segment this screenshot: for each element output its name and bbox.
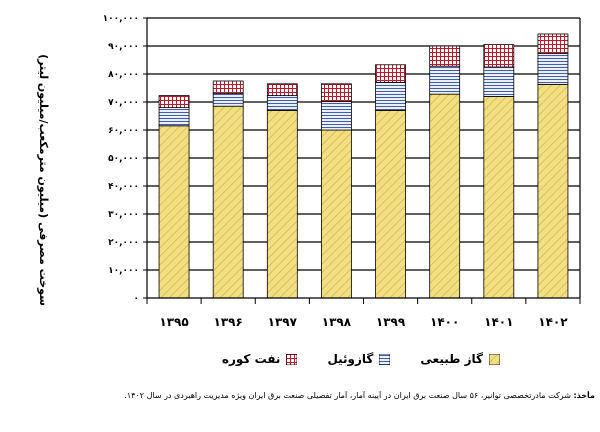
bar-segment-natural-gas xyxy=(375,110,406,299)
bar-segment-fuel-oil xyxy=(321,83,352,102)
legend-swatch-fuel-oil xyxy=(286,353,298,365)
bar-segment-fuel-oil xyxy=(483,44,515,68)
x-tick-label: ۱۴۰۰ xyxy=(430,315,459,329)
y-tick-label: ۵۰,۰۰۰ xyxy=(108,154,139,164)
x-tick-label: ۱۴۰۱ xyxy=(484,315,513,329)
bar-segment-fuel-oil xyxy=(375,64,406,83)
legend-swatch-natural-gas xyxy=(489,353,500,365)
bar-segment-fuel-oil xyxy=(158,95,190,108)
x-tick-labels: ۱۳۹۵ ۱۳۹۶ ۱۳۹۷ ۱۳۹۸ ۱۳۹۹ ۱۴۰۰ ۱۴۰۱ ۱۴۰۲ xyxy=(159,315,568,329)
legend-item-natural-gas: گاز طبیعی xyxy=(420,352,500,366)
legend-item-fuel-oil: نفت کوره xyxy=(222,352,298,366)
y-tick-label: ۶۰,۰۰۰ xyxy=(108,126,139,136)
bar-segment-natural-gas xyxy=(158,125,190,299)
y-tick-label: ۲۰,۰۰۰ xyxy=(108,238,139,248)
legend-label-natural-gas: گاز طبیعی xyxy=(420,352,483,366)
bar-segment-gasoil xyxy=(266,95,298,111)
x-tick-label: ۱۳۹۹ xyxy=(376,315,406,329)
source-text: شرکت مادرتخصصی توانیر، ۵۶ سال صنعت برق ا… xyxy=(124,391,574,400)
y-axis-label: سوخت مصرفی (میلیون مترمکعب/میلیون لیتر) xyxy=(37,54,50,306)
y-tick-label: ۱۰,۰۰۰ xyxy=(108,266,139,276)
y-tick-label: ۹۰,۰۰۰ xyxy=(108,42,139,52)
bar-segment-gasoil xyxy=(537,53,569,85)
source-note: مأخذ: شرکت مادرتخصصی توانیر، ۵۶ سال صنعت… xyxy=(40,391,595,400)
legend: گاز طبیعی گازوئیل نفت کوره xyxy=(200,349,500,369)
x-tick-label: ۱۳۹۷ xyxy=(268,315,298,329)
legend-swatch-gasoil xyxy=(379,353,391,365)
y-tick-label: ۳۰,۰۰۰ xyxy=(108,210,139,220)
x-tick-label: ۱۳۹۸ xyxy=(322,315,352,329)
bar-segment-fuel-oil xyxy=(429,45,461,67)
y-tick-labels: ۰ ۱۰,۰۰۰ ۲۰,۰۰۰ ۳۰,۰۰۰ ۴۰,۰۰۰ ۵۰,۰۰۰ ۶۰,۰۰۰ ۷۰,… xyxy=(103,14,139,304)
legend-label-gasoil: گازوئیل xyxy=(327,352,374,366)
legend-item-gasoil: گازوئیل xyxy=(327,352,391,366)
y-tick-label: ۸۰,۰۰۰ xyxy=(108,70,139,80)
y-tick-label: ۴۰,۰۰۰ xyxy=(108,182,139,192)
bar-segment-fuel-oil xyxy=(537,33,569,54)
bar-segment-natural-gas xyxy=(537,83,569,299)
stacked-bar-chart: ۰ ۱۰,۰۰۰ ۲۰,۰۰۰ ۳۰,۰۰۰ ۴۰,۰۰۰ ۵۰,۰۰۰ ۶۰,۰۰۰ ۷۰,… xyxy=(37,14,581,329)
x-tick-label: ۱۳۹۵ xyxy=(159,315,188,329)
bar-segment-natural-gas xyxy=(321,129,352,299)
bar-segment-natural-gas xyxy=(266,110,298,299)
bar-segment-gasoil xyxy=(212,93,244,107)
bar-segment-gasoil xyxy=(158,107,190,127)
gridlines xyxy=(143,17,580,299)
bar-segment-natural-gas xyxy=(483,96,515,299)
bar-segment-gasoil xyxy=(375,82,406,111)
bars xyxy=(158,33,569,299)
bar-segment-natural-gas xyxy=(429,93,461,299)
bar-segment-fuel-oil xyxy=(212,80,244,94)
bar-segment-gasoil xyxy=(321,101,352,131)
bar-segment-gasoil xyxy=(483,66,515,97)
bar-segment-fuel-oil xyxy=(266,83,298,96)
axes xyxy=(146,18,581,304)
y-tick-label: ۷۰,۰۰۰ xyxy=(108,98,139,108)
bar-segment-gasoil xyxy=(429,65,461,95)
y-tick-label: ۱۰۰,۰۰۰ xyxy=(103,14,139,24)
y-tick-label: ۰ xyxy=(134,294,140,304)
bar-segment-natural-gas xyxy=(212,105,244,299)
x-tick-label: ۱۴۰۲ xyxy=(538,315,568,329)
legend-label-fuel-oil: نفت کوره xyxy=(221,352,281,366)
source-label: مأخذ: xyxy=(573,391,595,400)
x-tick-label: ۱۳۹۶ xyxy=(214,315,243,329)
